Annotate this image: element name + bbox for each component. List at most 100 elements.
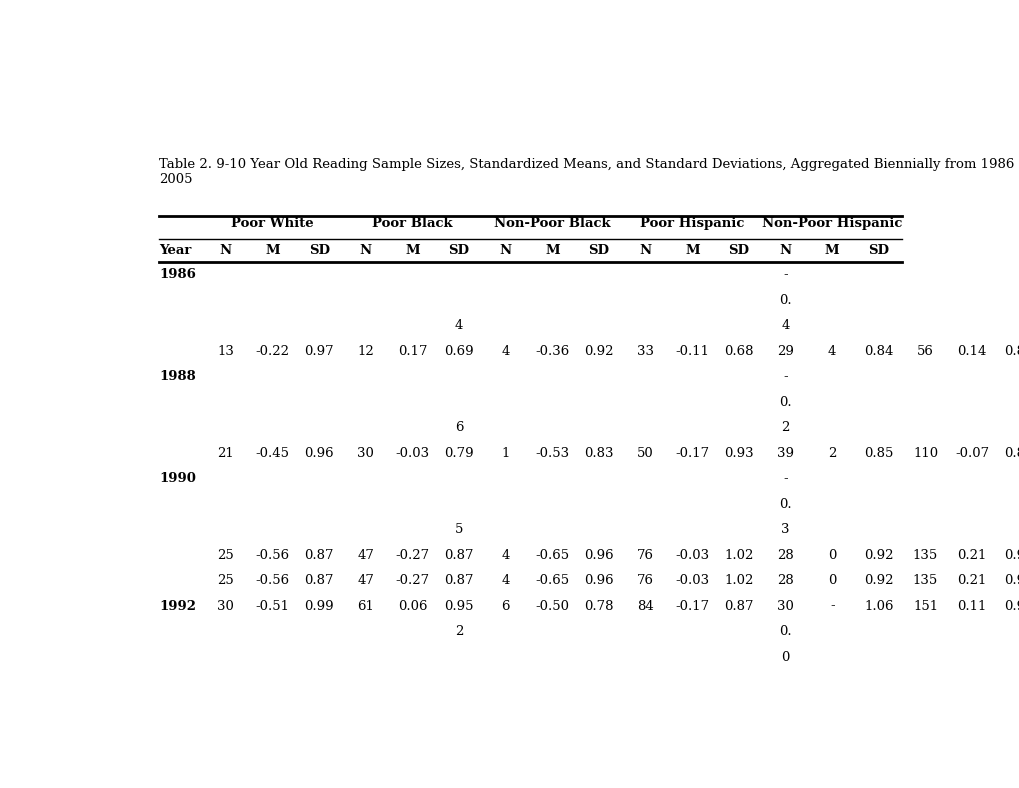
Text: 25: 25 bbox=[217, 548, 234, 562]
Text: 0.: 0. bbox=[779, 498, 791, 511]
Text: 6: 6 bbox=[501, 600, 510, 612]
Text: 0.87: 0.87 bbox=[723, 600, 753, 612]
Text: 0.87: 0.87 bbox=[444, 548, 474, 562]
Text: -0.03: -0.03 bbox=[675, 574, 708, 587]
Text: 0.96: 0.96 bbox=[584, 548, 613, 562]
Text: 2: 2 bbox=[454, 625, 463, 638]
Text: 0.79: 0.79 bbox=[444, 447, 474, 459]
Text: 0.93: 0.93 bbox=[1003, 548, 1019, 562]
Text: SD: SD bbox=[728, 244, 749, 257]
Text: -: - bbox=[783, 268, 787, 281]
Text: Poor Hispanic: Poor Hispanic bbox=[640, 217, 744, 229]
Text: 25: 25 bbox=[217, 574, 234, 587]
Text: 47: 47 bbox=[357, 574, 374, 587]
Text: SD: SD bbox=[309, 244, 329, 257]
Text: 0.93: 0.93 bbox=[723, 447, 753, 459]
Text: 21: 21 bbox=[217, 447, 234, 459]
Text: -: - bbox=[783, 370, 787, 383]
Text: 0.78: 0.78 bbox=[584, 600, 613, 612]
Text: 1992: 1992 bbox=[159, 600, 196, 612]
Text: 0.21: 0.21 bbox=[957, 548, 985, 562]
Text: -0.45: -0.45 bbox=[256, 447, 289, 459]
Text: -0.56: -0.56 bbox=[255, 548, 289, 562]
Text: 0.92: 0.92 bbox=[584, 344, 613, 358]
Text: 0.84: 0.84 bbox=[863, 344, 893, 358]
Text: 0.06: 0.06 bbox=[397, 600, 427, 612]
Text: 1990: 1990 bbox=[159, 472, 196, 485]
Text: 56: 56 bbox=[916, 344, 933, 358]
Text: 4: 4 bbox=[501, 574, 510, 587]
Text: 135: 135 bbox=[912, 548, 937, 562]
Text: -0.51: -0.51 bbox=[256, 600, 289, 612]
Text: 0: 0 bbox=[827, 574, 836, 587]
Text: 4: 4 bbox=[781, 319, 789, 333]
Text: M: M bbox=[685, 244, 699, 257]
Text: 76: 76 bbox=[637, 548, 653, 562]
Text: Non-Poor Black: Non-Poor Black bbox=[493, 217, 610, 229]
Text: 0.99: 0.99 bbox=[304, 600, 333, 612]
Text: -0.50: -0.50 bbox=[535, 600, 569, 612]
Text: 61: 61 bbox=[357, 600, 374, 612]
Text: Year: Year bbox=[159, 244, 192, 257]
Text: 0: 0 bbox=[781, 651, 789, 663]
Text: 0.87: 0.87 bbox=[304, 548, 333, 562]
Text: 0.68: 0.68 bbox=[723, 344, 753, 358]
Text: -: - bbox=[783, 472, 787, 485]
Text: 0.96: 0.96 bbox=[304, 447, 333, 459]
Text: 1.02: 1.02 bbox=[723, 548, 753, 562]
Text: 0.87: 0.87 bbox=[444, 574, 474, 587]
Text: 47: 47 bbox=[357, 548, 374, 562]
Text: M: M bbox=[824, 244, 839, 257]
Text: 3: 3 bbox=[781, 523, 789, 536]
Text: Poor White: Poor White bbox=[231, 217, 314, 229]
Text: 0.: 0. bbox=[779, 396, 791, 409]
Text: 5: 5 bbox=[454, 523, 463, 536]
Text: 4: 4 bbox=[501, 548, 510, 562]
Text: 28: 28 bbox=[776, 548, 793, 562]
Text: -0.03: -0.03 bbox=[395, 447, 429, 459]
Text: 0.11: 0.11 bbox=[957, 600, 985, 612]
Text: 0.92: 0.92 bbox=[863, 574, 893, 587]
Text: 84: 84 bbox=[637, 600, 653, 612]
Text: 0.69: 0.69 bbox=[444, 344, 474, 358]
Text: M: M bbox=[265, 244, 279, 257]
Text: 6: 6 bbox=[454, 421, 463, 434]
Text: N: N bbox=[779, 244, 791, 257]
Text: 0.93: 0.93 bbox=[1003, 574, 1019, 587]
Text: -0.65: -0.65 bbox=[535, 548, 569, 562]
Text: 30: 30 bbox=[217, 600, 234, 612]
Text: 151: 151 bbox=[912, 600, 937, 612]
Text: -0.56: -0.56 bbox=[255, 574, 289, 587]
Text: 1986: 1986 bbox=[159, 268, 196, 281]
Text: SD: SD bbox=[448, 244, 469, 257]
Text: 0.: 0. bbox=[779, 294, 791, 307]
Text: 12: 12 bbox=[357, 344, 374, 358]
Text: 4: 4 bbox=[827, 344, 836, 358]
Text: 2: 2 bbox=[781, 421, 789, 434]
Text: -0.65: -0.65 bbox=[535, 574, 569, 587]
Text: SD: SD bbox=[867, 244, 889, 257]
Text: 0.97: 0.97 bbox=[304, 344, 333, 358]
Text: -0.07: -0.07 bbox=[954, 447, 988, 459]
Text: 1: 1 bbox=[501, 447, 510, 459]
Text: 110: 110 bbox=[912, 447, 937, 459]
Text: -0.27: -0.27 bbox=[395, 574, 429, 587]
Text: 0.95: 0.95 bbox=[444, 600, 474, 612]
Text: 0: 0 bbox=[827, 548, 836, 562]
Text: 0.92: 0.92 bbox=[863, 548, 893, 562]
Text: 0.96: 0.96 bbox=[584, 574, 613, 587]
Text: Poor Black: Poor Black bbox=[372, 217, 452, 229]
Text: -0.27: -0.27 bbox=[395, 548, 429, 562]
Text: 0.21: 0.21 bbox=[957, 574, 985, 587]
Text: -0.53: -0.53 bbox=[535, 447, 569, 459]
Text: 0.85: 0.85 bbox=[1003, 447, 1019, 459]
Text: 0.17: 0.17 bbox=[397, 344, 427, 358]
Text: 4: 4 bbox=[501, 344, 510, 358]
Text: 29: 29 bbox=[776, 344, 793, 358]
Text: M: M bbox=[544, 244, 559, 257]
Text: 0.: 0. bbox=[779, 625, 791, 638]
Text: M: M bbox=[405, 244, 420, 257]
Text: Table 2. 9-10 Year Old Reading Sample Sizes, Standardized Means, and Standard De: Table 2. 9-10 Year Old Reading Sample Si… bbox=[159, 158, 1019, 186]
Text: 1.06: 1.06 bbox=[863, 600, 893, 612]
Text: -0.11: -0.11 bbox=[675, 344, 708, 358]
